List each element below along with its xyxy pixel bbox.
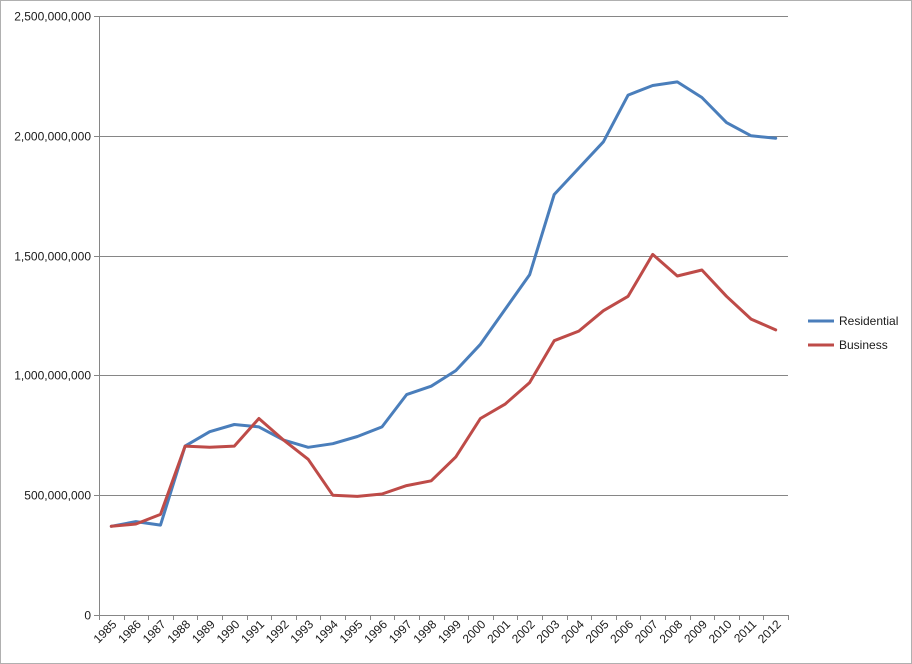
axes [94,16,789,620]
data-point-business [282,439,285,442]
y-tick-label: 500,000,000 [24,489,91,503]
y-tick-label: 1,500,000,000 [14,250,91,264]
x-tick-label: 1986 [115,617,144,646]
data-point-residential [405,393,408,396]
data-point-residential [774,137,777,140]
data-point-residential [528,273,531,276]
x-tick-label: 2012 [755,617,784,646]
data-point-business [602,309,605,312]
data-point-residential [381,425,384,428]
data-point-business [454,455,457,458]
data-point-residential [307,446,310,449]
data-point-business [651,253,654,256]
data-point-residential [602,140,605,143]
data-point-residential [454,369,457,372]
data-point-residential [504,308,507,311]
legend-label-business: Business [839,338,888,352]
x-tick-label: 2002 [509,617,538,646]
data-point-business [504,403,507,406]
legend: Residential Business [808,314,898,352]
x-tick-label: 2001 [484,617,513,646]
x-tick-label: 1998 [411,617,440,646]
x-tick-label: 1991 [238,617,267,646]
data-point-residential [331,442,334,445]
x-tick-label: 1996 [361,617,390,646]
data-point-business [750,318,753,321]
data-point-business [577,330,580,333]
data-point-business [676,275,679,278]
data-point-business [430,479,433,482]
series-line-business [109,252,778,528]
data-point-business [405,484,408,487]
x-tick-label: 2003 [534,617,563,646]
x-tick-label: 1999 [435,617,464,646]
data-point-business [110,525,113,528]
x-tick-label: 1997 [386,617,415,646]
data-point-business [774,328,777,331]
data-point-residential [553,193,556,196]
x-tick-label: 2011 [731,617,759,645]
x-axis-tick-labels: 1985198619871988198919901991199219931994… [91,617,784,646]
data-point-residential [750,134,753,137]
y-tick-label: 0 [84,609,91,623]
x-tick-label: 2009 [681,617,710,646]
data-point-business [627,295,630,298]
data-point-residential [233,423,236,426]
y-tick-label: 1,000,000,000 [14,369,91,383]
legend-label-residential: Residential [839,314,898,328]
x-tick-label: 2005 [583,617,612,646]
x-tick-label: 2008 [657,617,686,646]
data-point-residential [479,343,482,346]
data-point-business [356,495,359,498]
data-point-residential [208,430,211,433]
x-tick-label: 1995 [337,617,366,646]
data-point-business [307,458,310,461]
data-point-business [159,513,162,516]
x-tick-label: 1987 [140,617,169,646]
data-point-residential [700,96,703,99]
data-point-business [725,295,728,298]
data-point-residential [159,524,162,527]
x-tick-label: 1985 [91,617,120,646]
data-point-residential [627,94,630,97]
data-point-residential [725,121,728,124]
x-tick-label: 2007 [632,617,661,646]
y-axis-tick-labels: 0 500,000,000 1,000,000,000 1,500,000,000 2,… [14,10,91,623]
data-point-residential [356,435,359,438]
x-tick-label: 1989 [189,617,218,646]
data-point-business [700,269,703,272]
x-tick-label: 2004 [558,617,587,646]
y-tick-label: 2,500,000,000 [14,10,91,24]
data-point-business [184,445,187,448]
x-tick-label: 1988 [164,617,193,646]
data-point-residential [430,385,433,388]
x-tick-label: 1994 [312,617,341,646]
data-point-business [553,339,556,342]
gridlines [99,16,788,496]
x-tick-label: 1993 [288,617,317,646]
data-point-business [331,494,334,497]
x-tick-label: 1992 [263,617,292,646]
data-point-residential [257,425,260,428]
data-point-business [233,445,236,448]
data-point-business [257,417,260,420]
x-tick-label: 2006 [607,617,636,646]
data-point-business [528,381,531,384]
data-point-business [381,493,384,496]
x-tick-label: 2010 [706,617,735,646]
x-tick-label: 2000 [460,617,489,646]
data-point-business [208,446,211,449]
y-tick-label: 2,000,000,000 [14,130,91,144]
x-tick-label: 1990 [214,617,243,646]
data-point-business [479,417,482,420]
data-point-residential [676,80,679,83]
data-point-residential [651,84,654,87]
data-point-business [134,523,137,526]
series-lines [109,80,778,528]
series-line-residential [109,80,778,528]
data-point-residential [577,167,580,170]
